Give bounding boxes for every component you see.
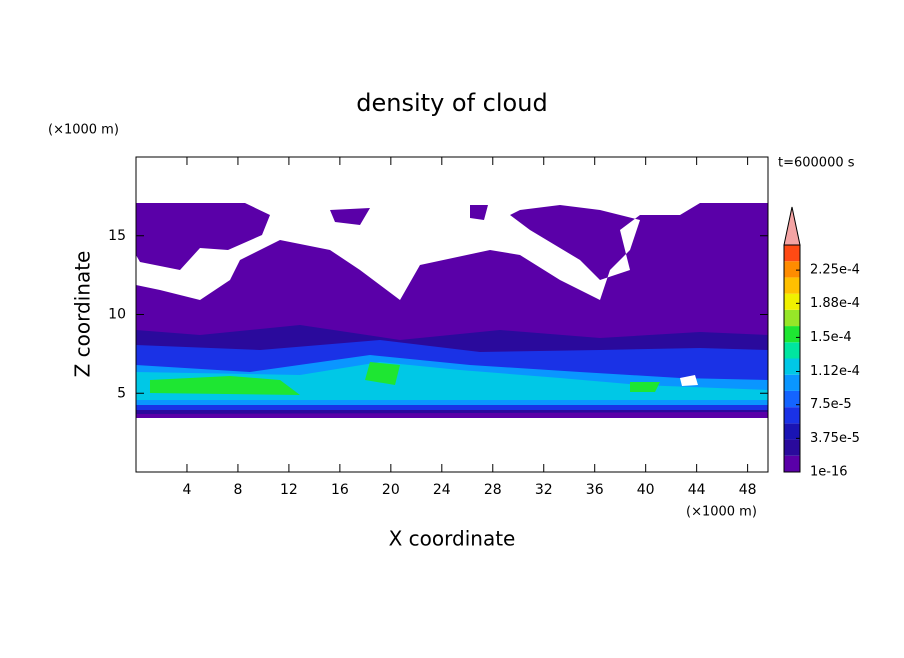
colorbar-band <box>784 309 800 327</box>
colorbar-label: 2.25e-4 <box>810 263 860 278</box>
y-tick-label: 5 <box>117 385 126 401</box>
colorbar-band <box>784 326 800 343</box>
x-tick-label: 32 <box>535 482 553 498</box>
x-tick-label: 16 <box>331 482 349 498</box>
colorbar-band <box>784 374 800 391</box>
x-tick-label: 20 <box>382 482 400 498</box>
cloud-field <box>136 203 768 418</box>
colorbar-label: 1.12e-4 <box>810 364 860 379</box>
y-tick-label: 15 <box>108 228 126 244</box>
y-tick-label: 10 <box>108 307 126 323</box>
colorbar-band <box>784 390 800 408</box>
colorbar-band <box>784 407 800 424</box>
colorbar-band <box>784 342 800 359</box>
x-unit: (×1000 m) <box>686 505 757 520</box>
x-tick-label: 24 <box>433 482 451 498</box>
x-tick-label: 4 <box>183 482 192 498</box>
colorbar-frame <box>783 244 801 473</box>
colorbar-band <box>784 293 800 310</box>
colorbar-band <box>784 277 800 294</box>
colorbar-band <box>784 358 800 375</box>
colorbar-band <box>784 245 800 262</box>
x-tick-label: 28 <box>484 482 502 498</box>
colorbar-band <box>784 423 800 440</box>
colorbar-label: 1.88e-4 <box>810 296 860 311</box>
colorbar-band <box>784 261 800 278</box>
y-unit: (×1000 m) <box>48 123 119 138</box>
x-tick-label: 12 <box>280 482 298 498</box>
x-tick-label: 36 <box>586 482 604 498</box>
colorbar-label: 3.75e-5 <box>810 431 860 446</box>
chart-title: density of cloud <box>356 89 547 117</box>
x-tick-label: 44 <box>688 482 706 498</box>
x-axis-label: X coordinate <box>389 527 516 551</box>
colorbar-band <box>784 439 800 456</box>
x-tick-label: 40 <box>637 482 655 498</box>
x-tick-label: 48 <box>739 482 757 498</box>
colorbar-label: 1e-16 <box>810 465 848 480</box>
x-tick-label: 8 <box>233 482 242 498</box>
colorbar-band <box>784 455 800 472</box>
colorbar-label: 1.5e-4 <box>810 330 852 345</box>
annotation: t=600000 s <box>778 156 855 171</box>
colorbar-label: 7.5e-5 <box>810 397 852 412</box>
y-axis-label: Z coordinate <box>71 251 95 378</box>
